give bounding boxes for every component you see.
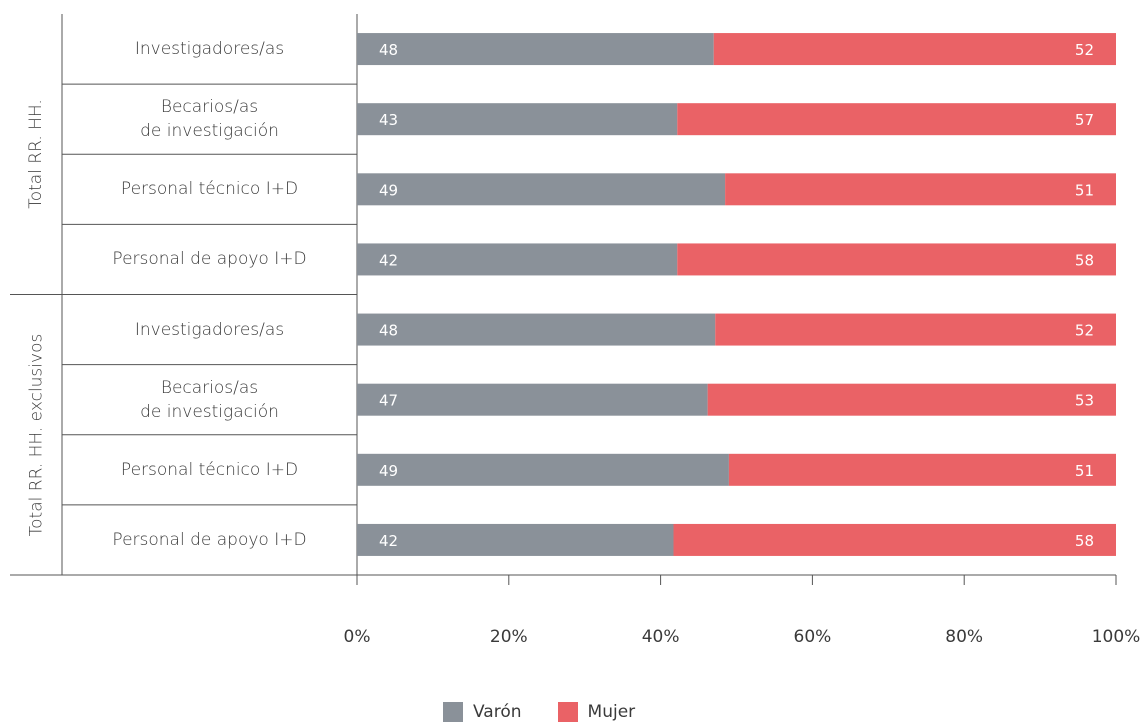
legend-label-mujer: Mujer <box>587 702 636 722</box>
category-label-line: Personal técnico I+D <box>120 179 299 200</box>
bar-value-label: 47 <box>379 392 398 410</box>
bar-value-label: 49 <box>379 462 398 480</box>
category-label-line: Becarios/as <box>160 97 259 118</box>
legend-item-varon: Varón <box>443 702 522 722</box>
bar-mujer <box>725 173 1116 206</box>
bar-value-label: 51 <box>1075 181 1094 199</box>
bar-mujer <box>673 523 1116 556</box>
x-tick-label: 0% <box>344 627 371 647</box>
category-label-line: de investigación <box>140 121 279 142</box>
bar-mujer <box>677 243 1116 276</box>
category-label: Becarios/as de investigación <box>62 376 357 424</box>
x-tick-label: 20% <box>490 627 528 647</box>
bar-value-label: 48 <box>379 322 398 340</box>
legend-label-varon: Varón <box>473 702 522 722</box>
category-label-line: Personal de apoyo I+D <box>112 249 307 270</box>
legend-item-mujer: Mujer <box>557 702 636 722</box>
category-label: Personal técnico I+D <box>62 458 357 482</box>
category-label: Personal técnico I+D <box>62 177 357 201</box>
category-label-line: Investigadores/as <box>134 39 285 60</box>
bar-varon <box>357 103 678 136</box>
group-label: Total RR. HH. exclusivos <box>25 333 46 537</box>
bar-mujer <box>677 103 1116 136</box>
bar-varon <box>357 313 716 346</box>
legend-swatch-mujer <box>557 702 578 722</box>
bar-value-label: 49 <box>379 181 398 199</box>
legend: Varón Mujer <box>443 702 635 722</box>
x-tick-label: 80% <box>945 627 983 647</box>
category-label-line: de investigación <box>140 401 279 422</box>
bar-varon <box>357 33 714 66</box>
x-tick-label: 100% <box>1092 627 1141 647</box>
bar-varon <box>357 243 678 276</box>
x-tick-label: 60% <box>794 627 832 647</box>
bar-mujer <box>713 33 1116 66</box>
group-label: Total RR. HH. <box>25 99 46 210</box>
category-label: Becarios/as de investigación <box>62 95 357 143</box>
bar-value-label: 52 <box>1075 322 1094 340</box>
bar-value-label: 42 <box>379 251 398 269</box>
bar-mujer <box>715 313 1116 346</box>
bar-value-label: 51 <box>1075 462 1094 480</box>
bar-value-label: 52 <box>1075 41 1094 59</box>
bar-value-label: 48 <box>379 41 398 59</box>
bar-value-label: 57 <box>1075 111 1094 129</box>
category-label: Investigadores/as <box>62 318 357 342</box>
bar-varon <box>357 453 729 486</box>
x-tick-label: 40% <box>642 627 680 647</box>
bar-mujer <box>728 453 1116 486</box>
bar-value-label: 58 <box>1075 532 1094 550</box>
bar-varon <box>357 383 708 416</box>
category-label: Personal de apoyo I+D <box>62 247 357 271</box>
category-label-line: Investigadores/as <box>134 319 285 340</box>
category-label-line: Personal técnico I+D <box>120 459 299 480</box>
bar-mujer <box>707 383 1116 416</box>
category-label: Investigadores/as <box>62 37 357 61</box>
category-label-line: Personal de apoyo I+D <box>112 529 307 550</box>
category-label: Personal de apoyo I+D <box>62 528 357 552</box>
bar-varon <box>357 523 674 556</box>
bar-value-label: 58 <box>1075 251 1094 269</box>
bar-value-label: 43 <box>379 111 398 129</box>
bar-value-label: 53 <box>1075 392 1094 410</box>
bar-varon <box>357 173 726 206</box>
bar-value-label: 42 <box>379 532 398 550</box>
category-label-line: Becarios/as <box>160 377 259 398</box>
legend-swatch-varon <box>443 702 463 722</box>
